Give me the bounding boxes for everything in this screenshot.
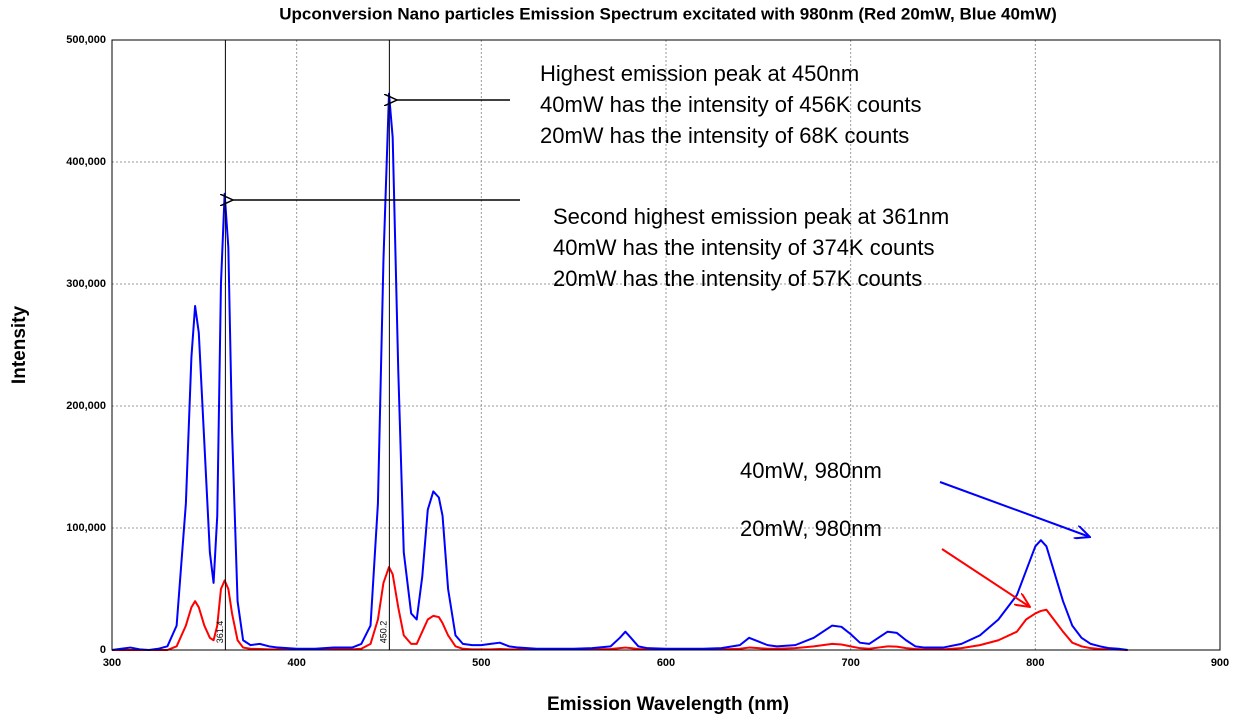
- x-tick-label: 500: [472, 657, 490, 669]
- x-tick-label: 400: [287, 657, 305, 669]
- series-line: [111, 92, 1128, 651]
- x-tick-label: 900: [1211, 657, 1229, 669]
- annotation-text: 40mW has the intensity of 456K counts: [540, 92, 922, 117]
- x-tick-label: 600: [657, 657, 675, 669]
- annotation-text: 20mW has the intensity of 57K counts: [553, 266, 922, 291]
- y-tick-label: 500,000: [66, 34, 106, 46]
- plot-frame: [111, 39, 1221, 651]
- series-arrow: [941, 548, 1030, 607]
- series-label: 40mW, 980nm: [740, 458, 882, 483]
- annotation-text: 20mW has the intensity of 68K counts: [540, 123, 909, 148]
- marker-label: 361.4: [215, 621, 225, 644]
- series-label: 20mW, 980nm: [740, 516, 882, 541]
- annotation-text: Highest emission peak at 450nm: [540, 61, 859, 86]
- x-tick-label: 800: [1026, 657, 1044, 669]
- annotation-text: Second highest emission peak at 361nm: [553, 204, 949, 229]
- y-tick-label: 100,000: [66, 522, 106, 534]
- annotation-text: 40mW has the intensity of 374K counts: [553, 235, 935, 260]
- x-tick-label: 300: [103, 657, 121, 669]
- series-arrow: [939, 481, 1090, 537]
- annotations: Highest emission peak at 450nm 40mW has t…: [540, 61, 949, 541]
- y-tick-label: 400,000: [66, 156, 106, 168]
- marker-label: 450.2: [379, 621, 389, 644]
- x-axis-label: Emission Wavelength (nm): [547, 694, 789, 715]
- chart-title: Upconversion Nano particles Emission Spe…: [279, 4, 1056, 23]
- y-tick-label: 0: [100, 644, 106, 656]
- y-tick-label: 300,000: [66, 278, 106, 290]
- x-tick-label: 700: [841, 657, 859, 669]
- y-axis-label: Intensity: [9, 306, 30, 385]
- y-tick-label: 200,000: [66, 400, 106, 412]
